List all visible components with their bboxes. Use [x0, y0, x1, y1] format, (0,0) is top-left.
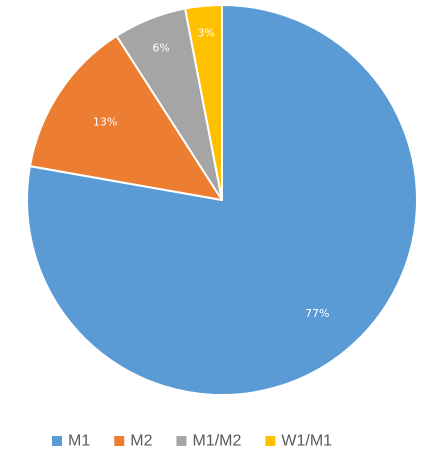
legend-label-m1-m2: M1/M2	[192, 433, 241, 450]
legend: M1 M2 M1/M2 W1/M1	[52, 433, 332, 450]
data-label-w1-m1: 3%	[197, 27, 214, 40]
pie-data-labels: 77% 13% 6% 3%	[93, 27, 330, 320]
legend-swatch-m2	[114, 436, 125, 446]
legend-label-m2: M2	[130, 433, 152, 450]
legend-label-w1-m1: W1/M1	[281, 433, 332, 450]
pie-slice-w1-m1	[184, 4, 223, 201]
pie-slice-m1	[25, 4, 418, 396]
legend-swatch-w1-m1	[265, 436, 276, 446]
data-label-m1-m2: 6%	[152, 41, 169, 54]
legend-swatch-m1	[52, 436, 62, 446]
data-label-m2: 13%	[93, 116, 117, 129]
legend-swatch-m1-m2	[176, 436, 187, 446]
data-label-m1: 77%	[305, 307, 329, 320]
pie-slices	[25, 4, 418, 396]
legend-label-m1: M1	[68, 433, 90, 450]
pie-slice-m2	[28, 34, 223, 201]
